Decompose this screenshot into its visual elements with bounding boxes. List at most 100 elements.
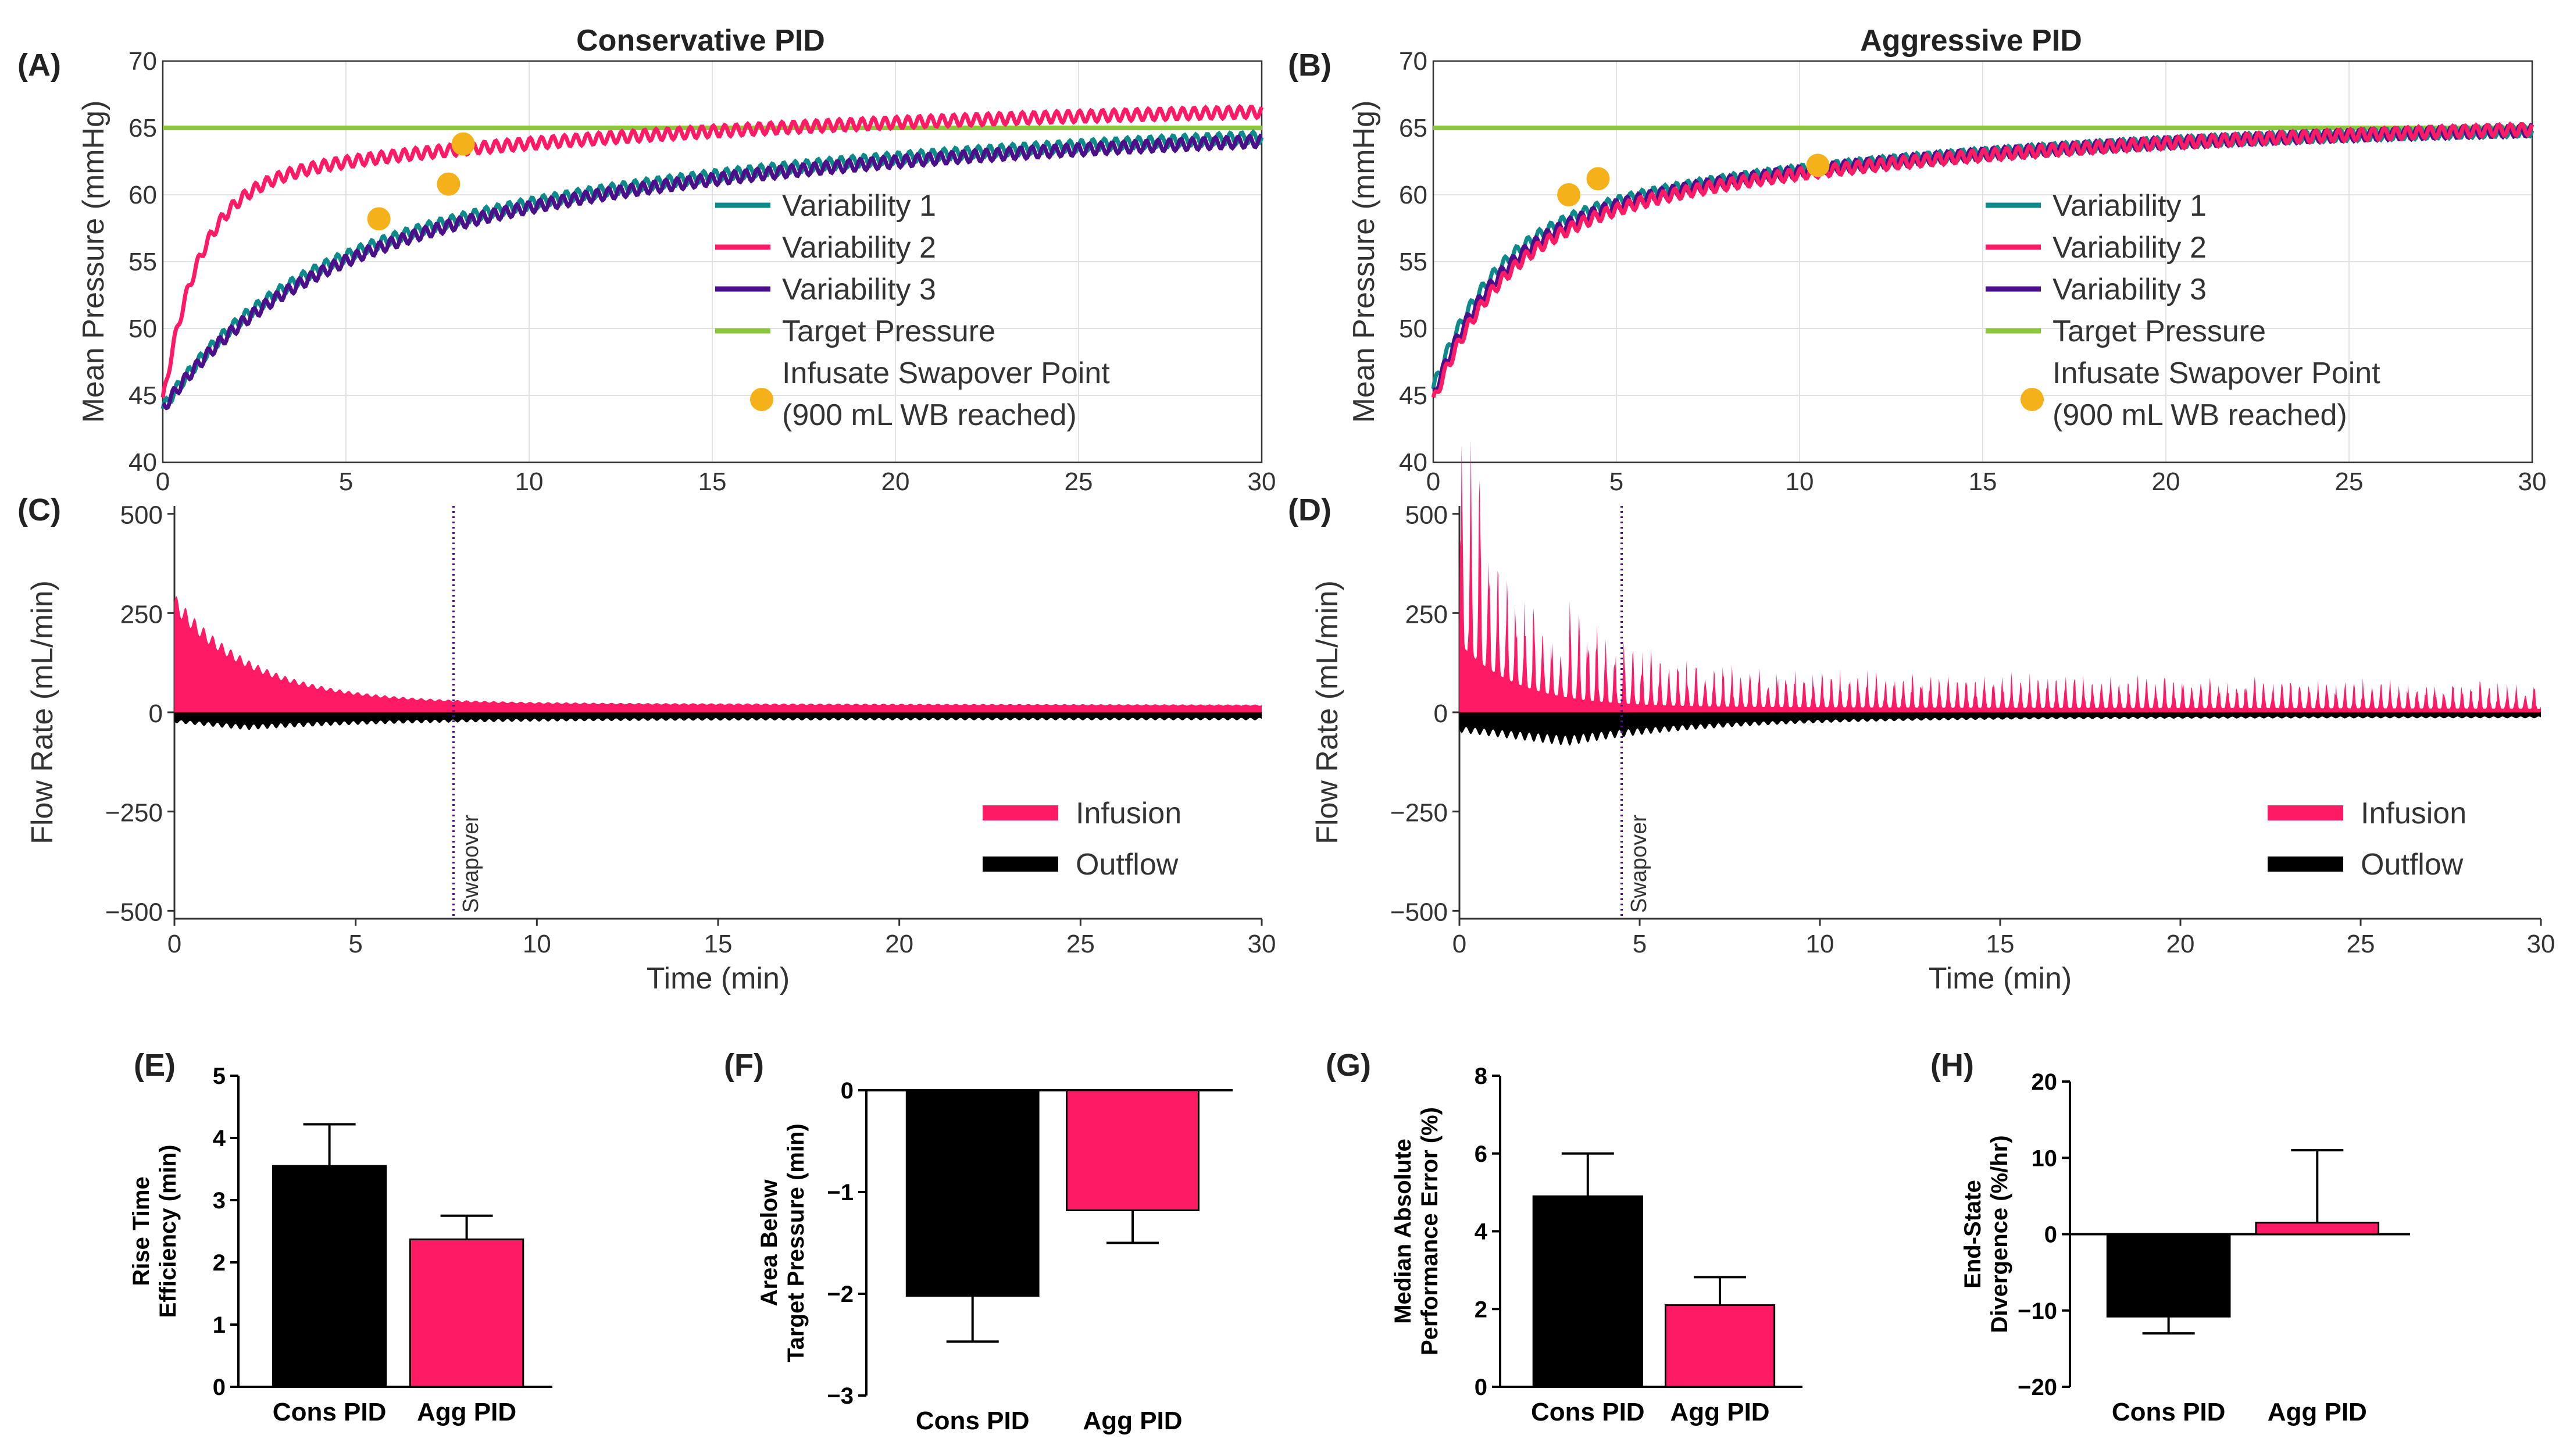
y-axis-label-line: Area Below bbox=[756, 1179, 782, 1307]
panel-letter: (A) bbox=[17, 48, 61, 83]
category-label: Agg PID bbox=[1670, 1398, 1769, 1426]
y-tick-label: 250 bbox=[1405, 600, 1448, 629]
swapover-point-2 bbox=[437, 172, 461, 196]
legend-label: Outflow bbox=[1076, 848, 1179, 882]
y-axis-label-line: Rise Time bbox=[128, 1176, 154, 1286]
y-axis-label-line: End-State bbox=[1960, 1180, 1986, 1289]
plot-frame bbox=[162, 60, 1263, 463]
y-tick-label: −250 bbox=[1390, 799, 1448, 827]
x-tick-label: 5 bbox=[1633, 930, 1647, 958]
y-tick-label: 6 bbox=[1475, 1141, 1487, 1167]
y-axis-label: Mean Pressure (mmHg) bbox=[1347, 101, 1381, 423]
category-label: Agg PID bbox=[1083, 1407, 1182, 1435]
chart-title: Conservative PID bbox=[576, 24, 825, 58]
x-tick-label: 5 bbox=[1609, 468, 1623, 496]
legend-swapover-marker bbox=[750, 388, 773, 411]
y-axis-label: Area BelowTarget Pressure (min) bbox=[756, 1123, 809, 1362]
series-line-variability-3 bbox=[162, 133, 1262, 411]
legend-label: Outflow bbox=[2361, 848, 2464, 882]
x-tick-label: 15 bbox=[698, 468, 727, 496]
y-tick-label: 45 bbox=[1399, 381, 1427, 410]
x-tick-label: 10 bbox=[515, 468, 544, 496]
y-axis-label-line: Efficiency (min) bbox=[155, 1145, 181, 1318]
x-tick-label: 20 bbox=[885, 930, 913, 958]
y-tick-label: 0 bbox=[149, 700, 163, 728]
swapover-point-3 bbox=[1806, 154, 1830, 177]
legend-label: Infusate Swapover Point bbox=[2052, 356, 2380, 390]
bar-cons-pid bbox=[272, 1165, 387, 1388]
legend-label: Variability 1 bbox=[782, 189, 936, 223]
panel-letter: (D) bbox=[1288, 493, 1332, 527]
legend-label: (900 mL WB reached) bbox=[2052, 398, 2347, 432]
series-line-variability-2 bbox=[160, 104, 1264, 398]
swapover-label: Swapover bbox=[1627, 815, 1651, 913]
legend-label: Variability 3 bbox=[782, 273, 936, 306]
y-tick-label: 500 bbox=[1405, 501, 1448, 530]
x-tick-label: 20 bbox=[2152, 468, 2180, 496]
outflow-area bbox=[174, 712, 1262, 730]
x-tick-label: 0 bbox=[1452, 930, 1466, 958]
y-tick-label: 70 bbox=[128, 47, 157, 76]
legend-label: (900 mL WB reached) bbox=[782, 398, 1077, 432]
y-tick-label: 0 bbox=[2044, 1222, 2057, 1248]
x-tick-label: 20 bbox=[881, 468, 910, 496]
bar-cons-pid bbox=[2106, 1233, 2231, 1318]
y-axis-label: Flow Rate (mL/min) bbox=[26, 580, 59, 844]
y-axis-label: Flow Rate (mL/min) bbox=[1311, 580, 1344, 844]
legend-label: Target Pressure bbox=[2052, 315, 2266, 348]
legend-label: Variability 1 bbox=[2052, 189, 2207, 223]
y-tick-label: 55 bbox=[1399, 248, 1427, 276]
category-label: Cons PID bbox=[916, 1407, 1030, 1435]
y-tick-label: −500 bbox=[105, 898, 163, 926]
panel-letter: (B) bbox=[1288, 48, 1332, 83]
panel-letter: (E) bbox=[134, 1048, 176, 1083]
x-tick-label: 20 bbox=[2166, 930, 2195, 958]
y-tick-label: 2 bbox=[213, 1250, 226, 1276]
y-tick-label: −250 bbox=[105, 799, 163, 827]
x-tick-label: 25 bbox=[1065, 468, 1093, 496]
y-axis-label-line: Median Absolute bbox=[1390, 1139, 1416, 1324]
legend-label: Variability 3 bbox=[2052, 273, 2207, 306]
y-tick-label: 10 bbox=[2032, 1145, 2058, 1171]
y-tick-label: 0 bbox=[1475, 1375, 1487, 1400]
x-axis-label: Time (min) bbox=[647, 962, 790, 995]
x-axis-label: Time (min) bbox=[1929, 962, 2072, 995]
y-axis-label: Median AbsolutePerformance Error (%) bbox=[1390, 1107, 1443, 1355]
x-tick-label: 0 bbox=[156, 468, 170, 496]
swapover-label: Swapover bbox=[459, 815, 483, 913]
y-tick-label: 65 bbox=[1399, 114, 1427, 142]
infusion-area bbox=[174, 596, 1262, 712]
legend-swapover-marker bbox=[2021, 388, 2044, 411]
y-tick-label: 55 bbox=[128, 248, 157, 276]
plot-frame bbox=[1432, 60, 2533, 463]
y-axis-label-line: Target Pressure (min) bbox=[783, 1123, 809, 1362]
panel-c: 0 5 10 15 20 25 30 −500 −250 0 250 500 (C) Time (min)… bbox=[17, 493, 1276, 995]
bar-agg-pid bbox=[409, 1238, 524, 1388]
panel-letter: (H) bbox=[1930, 1048, 1974, 1083]
x-tick-label: 15 bbox=[1969, 468, 1997, 496]
panel-g: 0 2 4 6 8 (G) Median AbsolutePerformance Error… bbox=[1326, 1048, 1802, 1426]
swapover-point-2 bbox=[1586, 167, 1610, 191]
y-tick-label: −2 bbox=[827, 1282, 854, 1307]
y-tick-label: 5 bbox=[213, 1064, 226, 1089]
y-axis-label: Mean Pressure (mmHg) bbox=[77, 101, 110, 423]
x-tick-label: 10 bbox=[1786, 468, 1814, 496]
y-tick-label: 250 bbox=[120, 600, 163, 629]
y-tick-label: −20 bbox=[2018, 1375, 2057, 1400]
panel-e: 0 1 2 3 4 5 (E) Rise TimeEfficiency (min) Cons P… bbox=[128, 1048, 552, 1426]
legend-label: Infusion bbox=[2361, 797, 2466, 830]
panel-b: 0 5 10 15 20 25 30 40 45 50 55 60 65 70 Aggressive PID… bbox=[1288, 24, 2546, 496]
x-tick-label: 15 bbox=[704, 930, 733, 958]
y-tick-label: −500 bbox=[1390, 898, 1448, 926]
y-tick-label: 20 bbox=[2032, 1069, 2058, 1095]
legend-label: Infusate Swapover Point bbox=[782, 356, 1110, 390]
series-line-variability-2 bbox=[1431, 121, 2535, 398]
bar-agg-pid bbox=[2255, 1222, 2380, 1235]
y-tick-label: 60 bbox=[128, 181, 157, 209]
swapover-point-1 bbox=[367, 207, 391, 231]
y-tick-label: 65 bbox=[128, 114, 157, 142]
x-tick-label: 30 bbox=[1248, 930, 1276, 958]
legend-label: Infusion bbox=[1076, 797, 1181, 830]
y-axis-label: End-StateDivergence (%/hr) bbox=[1960, 1135, 2012, 1333]
